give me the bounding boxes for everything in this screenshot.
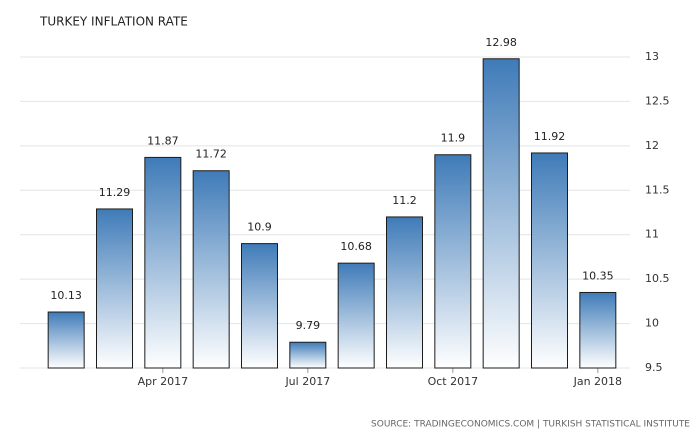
data-label: 10.13 [50,289,82,302]
source: SOURCE: TRADINGECONOMICS.COM | TURKISH S… [371,420,690,430]
bar [531,152,568,369]
bar [434,154,472,369]
y-tick-label: 12 [645,139,659,152]
data-label: 9.79 [296,319,321,332]
y-tick-label: 9.5 [645,361,663,374]
bar [289,341,327,369]
bar [192,170,230,369]
bar [96,208,133,369]
x-tick-label: Oct 2017 [428,375,479,388]
y-tick-label: 10 [645,317,659,330]
bar [144,156,182,369]
data-label: 11.9 [441,132,466,145]
data-label: 11.2 [392,194,417,207]
data-label: 11.92 [534,130,566,143]
y-tick-label: 12.5 [645,94,670,107]
y-tick-label: 10.5 [645,272,670,285]
bar [241,243,278,369]
x-tick-label: Apr 2017 [138,375,189,388]
data-label: 10.68 [340,240,372,253]
data-label: 11.87 [147,134,179,147]
chart-title: TURKEY INFLATION RATE [39,15,188,29]
y-tick-label: 11.5 [645,183,670,196]
bar [482,58,520,369]
y-tick-label: 13 [645,50,659,63]
x-tick-label: Jul 2017 [284,375,330,388]
y-tick-label: 11 [645,228,659,241]
bar [579,291,617,369]
x-tick-label: Jan 2018 [573,375,622,388]
data-label: 12.98 [485,36,517,49]
data-label: 10.9 [247,221,272,234]
bar [337,262,375,369]
data-label: 11.29 [99,186,131,199]
bar [386,216,423,369]
bar [47,311,85,369]
data-label: 11.72 [195,148,227,161]
data-label: 10.35 [582,269,614,282]
